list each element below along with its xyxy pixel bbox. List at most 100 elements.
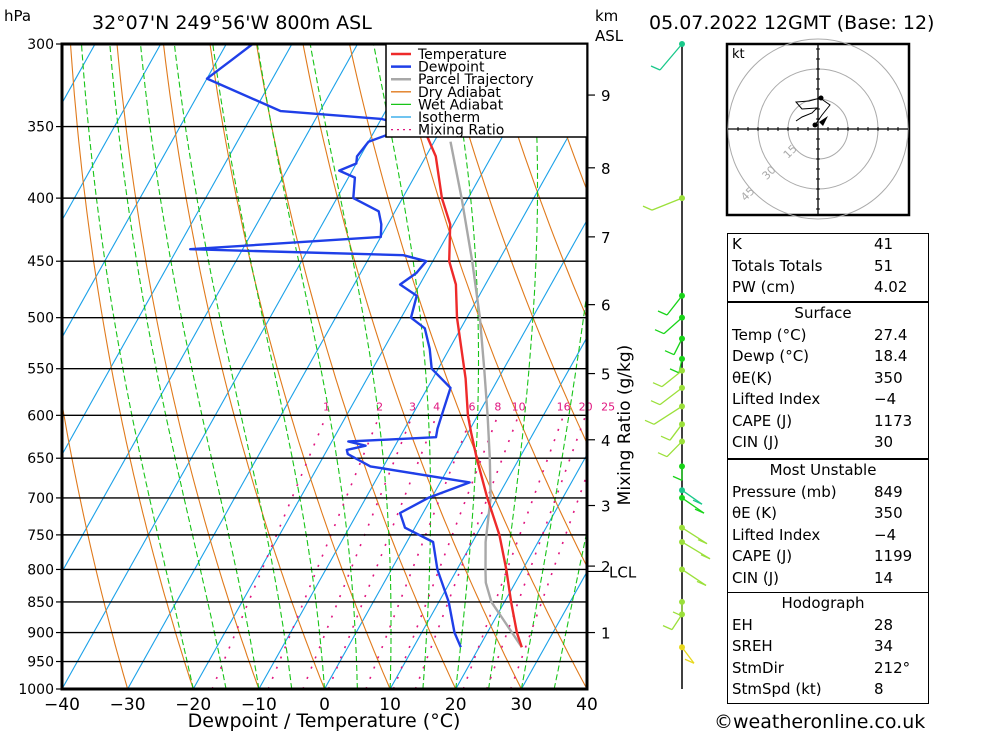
pressure-tick-label: 750 bbox=[27, 528, 54, 544]
most-unstable-row: CIN (J) 14 bbox=[728, 568, 928, 590]
index-value: 28 bbox=[874, 615, 894, 634]
dry-adiabat-line bbox=[442, 44, 587, 445]
surface-panel: Surface Temp (°C) 27.4 Dewp (°C) 18.4 θE(K… bbox=[727, 302, 929, 459]
y-unit-label: hPa bbox=[4, 7, 31, 25]
hodograph-row: StmDir 212° bbox=[728, 658, 928, 680]
hodograph-indices-title: Hodograph bbox=[781, 594, 865, 612]
wind-barb-flag bbox=[644, 419, 655, 425]
pressure-tick-label: 1000 bbox=[18, 682, 54, 698]
index-label: SREH bbox=[732, 637, 773, 655]
wind-barb bbox=[666, 295, 683, 316]
isotherm-line bbox=[62, 44, 162, 222]
index-label: Pressure (mb) bbox=[732, 482, 837, 501]
index-value: 350 bbox=[874, 504, 903, 522]
index-label: Lifted Index bbox=[732, 390, 821, 408]
index-value: 8 bbox=[874, 680, 884, 698]
dry-adiabat-line bbox=[69, 44, 194, 689]
index-row-totals-totals: Totals Totals 51 bbox=[728, 256, 928, 278]
mixing-ratio-label: 6 bbox=[468, 400, 475, 413]
asl-label: ASL bbox=[595, 27, 624, 45]
index-label: Totals Totals bbox=[732, 256, 823, 275]
mixing-ratio-label: 2 bbox=[376, 400, 383, 413]
surface-row: CAPE (J) 1173 bbox=[728, 411, 928, 433]
wind-barb-flag bbox=[654, 329, 665, 335]
index-value: 849 bbox=[874, 482, 903, 501]
wet-adiabat-line bbox=[212, 44, 326, 689]
mixing-ratio-label: 3 bbox=[409, 400, 416, 413]
index-value: 51 bbox=[874, 256, 894, 275]
wind-barb-flag bbox=[696, 580, 707, 587]
pressure-tick-label: 800 bbox=[27, 562, 54, 578]
km-tick-label: 3 bbox=[601, 498, 611, 516]
wind-barb bbox=[681, 489, 703, 505]
wind-barb-flag bbox=[652, 382, 663, 388]
wind-barb bbox=[653, 405, 683, 425]
datetime-title: 05.07.2022 12GMT (Base: 12) bbox=[649, 12, 934, 34]
legend-box bbox=[385, 43, 588, 138]
x-tick-label: −20 bbox=[175, 695, 211, 715]
wet-adiabat-line bbox=[139, 44, 260, 689]
index-value: 27.4 bbox=[874, 325, 908, 344]
index-label: K bbox=[732, 235, 742, 253]
mixing-ratio-label: 25 bbox=[601, 400, 615, 413]
km-tick-label: 6 bbox=[601, 297, 611, 315]
index-label: Dewp (°C) bbox=[732, 347, 810, 365]
x-tick-label: 0 bbox=[319, 695, 330, 715]
index-label: StmSpd (kt) bbox=[732, 680, 822, 698]
hodograph-point bbox=[812, 122, 818, 128]
temperature-axis: −40 −30 −20 −10 0 10 20 30 40 bbox=[44, 695, 598, 715]
wind-barb-flag bbox=[660, 435, 671, 441]
hodograph-unit-label: kt bbox=[732, 47, 745, 62]
isotherm-line bbox=[455, 453, 587, 689]
pressure-tick-label: 350 bbox=[27, 120, 54, 136]
index-value: 350 bbox=[874, 368, 903, 387]
wet-adiabat-line bbox=[488, 44, 539, 689]
km-tick-label: 2 bbox=[601, 558, 611, 576]
wind-barb-flag bbox=[642, 205, 653, 211]
index-label: CIN (J) bbox=[732, 433, 780, 451]
wind-barb bbox=[671, 614, 683, 630]
mixing-ratio-line bbox=[485, 415, 587, 689]
wind-barb-flag bbox=[657, 452, 668, 458]
wind-barb bbox=[659, 387, 683, 406]
legend-label: Isotherm bbox=[418, 110, 480, 126]
pressure-tick-label: 650 bbox=[27, 451, 54, 467]
mixing-ratio-label: 1 bbox=[323, 400, 330, 413]
km-tick-label: 9 bbox=[601, 87, 611, 105]
index-value: 14 bbox=[874, 568, 894, 587]
index-label: CIN (J) bbox=[732, 568, 780, 587]
surface-title: Surface bbox=[794, 304, 852, 322]
isotherm-line bbox=[127, 44, 490, 689]
mixing-ratio-line bbox=[509, 472, 587, 689]
pressure-tick-label: 850 bbox=[27, 595, 54, 611]
index-value: 1173 bbox=[874, 411, 913, 430]
wind-barb bbox=[659, 43, 683, 71]
wet-adiabat-line bbox=[309, 44, 392, 689]
hodograph-row: EH 28 bbox=[728, 615, 928, 637]
wind-barb bbox=[651, 197, 683, 211]
isotherm-line bbox=[62, 44, 424, 689]
isotherm-line bbox=[0, 44, 29, 689]
mixing-ratio-label: 10 bbox=[512, 400, 526, 413]
index-value: 4.02 bbox=[874, 278, 908, 296]
index-label: Temp (°C) bbox=[732, 325, 807, 344]
index-value: 18.4 bbox=[874, 347, 908, 365]
most-unstable-panel: Most Unstable Pressure (mb) 849 θE (K) 350… bbox=[727, 459, 929, 594]
most-unstable-row: CAPE (J) 1199 bbox=[728, 546, 928, 568]
hodograph-row: SREH 34 bbox=[728, 636, 928, 658]
km-axis: 1 2 3 4 5 6 7 8 9 LCL bbox=[587, 87, 637, 643]
wind-barb-flag bbox=[700, 554, 711, 560]
wind-barb bbox=[681, 541, 711, 560]
wind-barb-flag bbox=[692, 499, 703, 505]
pressure-tick-label: 500 bbox=[27, 311, 54, 327]
surface-row: Temp (°C) 27.4 bbox=[728, 325, 928, 347]
most-unstable-row: θE (K) 350 bbox=[728, 503, 928, 525]
mixing-ratio-axis-title: Mixing Ratio (g/kg) bbox=[615, 345, 635, 506]
x-tick-label: 30 bbox=[511, 695, 533, 715]
km-tick-label: 5 bbox=[601, 366, 611, 384]
index-value: 34 bbox=[874, 637, 894, 655]
pressure-axis: 300 350 400 450 500 550 600 650 700 750 800 850 900 9… bbox=[18, 37, 62, 698]
index-label: θE(K) bbox=[732, 368, 773, 387]
index-row-pw: PW (cm) 4.02 bbox=[728, 277, 928, 299]
